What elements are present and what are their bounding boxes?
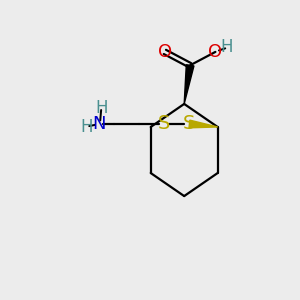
Text: H: H — [80, 118, 92, 136]
Text: N: N — [92, 115, 106, 133]
Polygon shape — [184, 65, 194, 104]
Text: O: O — [158, 43, 172, 61]
Polygon shape — [189, 120, 218, 128]
Text: H: H — [220, 38, 233, 56]
Text: S: S — [183, 115, 196, 134]
Text: H: H — [95, 99, 108, 117]
Text: O: O — [208, 43, 223, 61]
Text: S: S — [158, 115, 170, 134]
